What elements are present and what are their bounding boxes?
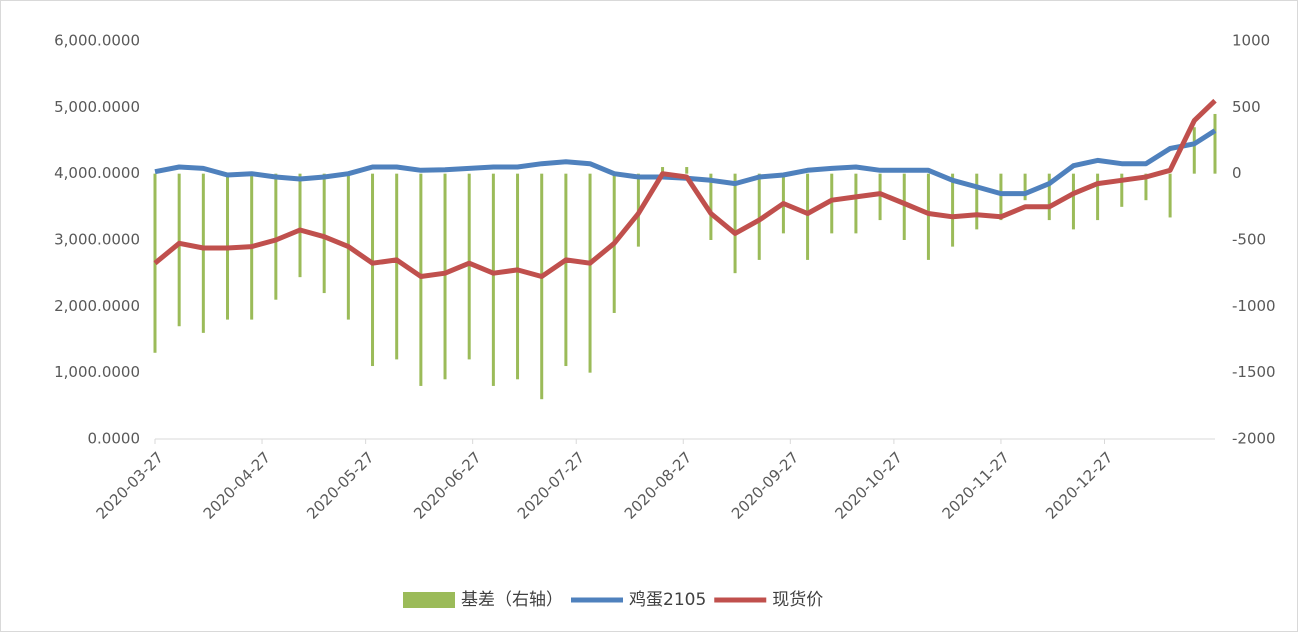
y2-tick-label: 500 [1232,98,1261,116]
y-tick-label: 0.0000 [88,430,141,448]
bar [926,173,930,260]
bar [153,173,157,353]
bar [298,173,302,278]
legend-label: 现货价 [772,590,823,610]
bar [1213,113,1217,174]
line [153,98,1217,279]
bar [757,173,761,260]
bar [830,173,834,234]
bar [854,173,858,234]
legend-label: 鸡蛋2105 [629,590,706,610]
bar [733,173,737,274]
bar [951,173,955,247]
bar [1192,127,1196,174]
legend: 基差（右轴） 鸡蛋2105 现货价 [403,590,823,610]
bar [685,167,689,174]
y2-tick-label: -1000 [1232,297,1276,315]
legend-label: 基差（右轴） [461,590,563,610]
bar [516,173,520,380]
bar [322,173,326,294]
bar [1120,173,1124,207]
bar [806,173,810,260]
y2-tick-label: -2000 [1232,430,1276,448]
bar [1096,173,1100,221]
bar [467,173,471,360]
bar [371,173,375,367]
bar [999,173,1003,221]
bar [201,173,205,333]
y2-tick-label: -1500 [1232,363,1276,381]
y-tick-label: 6,000.0000 [54,32,140,50]
bar [443,173,447,380]
legend-swatch [403,592,455,608]
bar [395,173,399,360]
y-tick-label: 1,000.0000 [54,363,140,381]
bar [1071,173,1075,230]
bar [419,173,423,386]
bar [564,173,568,367]
bar [1023,173,1027,201]
bar [1047,173,1051,221]
bar [588,173,592,373]
y-tick-label: 3,000.0000 [54,231,140,249]
y-tick-label: 2,000.0000 [54,297,140,315]
bar [1168,173,1172,218]
y2-tick-label: 0 [1232,164,1242,182]
bar [491,173,495,386]
bar [878,173,882,221]
bar [1144,173,1148,201]
y-tick-label: 4,000.0000 [54,164,140,182]
bar [975,173,979,230]
y-tick-label: 5,000.0000 [54,98,140,116]
bar [709,173,713,240]
bar [902,173,906,240]
bar [274,173,278,300]
bar [661,167,665,174]
bar [540,173,544,400]
y2-tick-label: 1000 [1232,32,1270,50]
bar [177,173,181,327]
y2-tick-label: -500 [1232,231,1266,249]
